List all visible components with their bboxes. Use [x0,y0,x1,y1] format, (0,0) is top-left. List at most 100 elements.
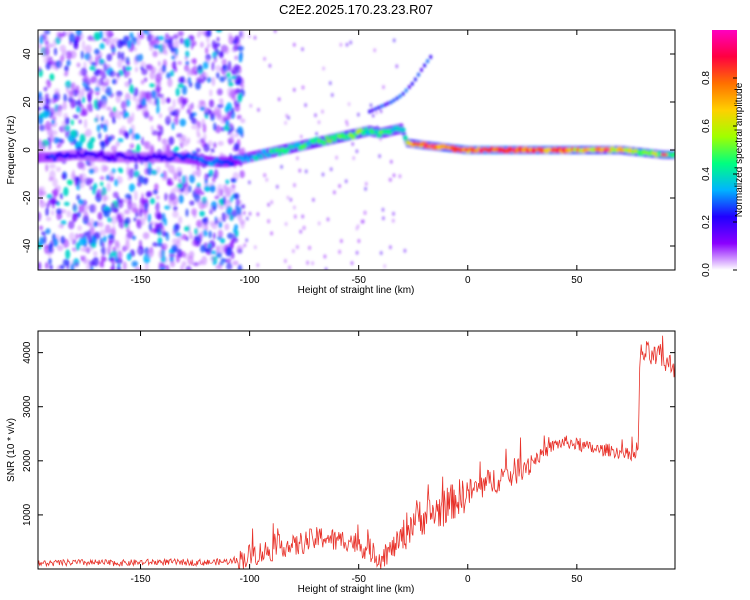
ridge-hotspot [560,148,566,152]
noise-blob [46,78,52,89]
noise-blob [268,63,272,68]
noise-blob [225,187,231,197]
noise-blob [106,53,113,62]
noise-blob [124,217,131,225]
noise-blob [99,42,105,50]
noise-blob [135,135,141,140]
noise-blob [324,267,328,270]
snr-series-line [38,335,675,569]
noise-blob [68,32,76,43]
noise-blob [340,239,343,243]
noise-blob [79,110,87,117]
noise-blob [218,221,223,229]
noise-blob [191,124,198,130]
noise-blob [209,220,215,227]
noise-blob [172,99,176,109]
noise-blob [68,91,74,99]
noise-blob [243,243,247,248]
ridge-blob [75,150,81,155]
noise-blob [44,93,50,102]
noise-blob [371,113,375,118]
noise-blob [157,132,161,142]
noise-blob [191,163,196,168]
colorbar-tick-label: 0.2 [701,215,712,229]
noise-blob [148,115,154,122]
noise-blob [52,130,58,136]
noise-blob [141,68,148,76]
noise-blob [140,79,145,85]
noise-blob [304,169,308,174]
noise-blob [152,189,158,195]
noise-blob [196,219,203,228]
noise-blob [236,245,242,254]
noise-blob [239,170,245,179]
figure-title: C2E2.2025.170.23.23.R07 [279,2,433,17]
noise-blob [71,169,76,178]
noise-blob [121,51,125,61]
noise-blob [286,195,290,200]
noise-blob [146,141,152,149]
noise-blob [38,140,43,149]
ridge-blob [52,157,57,162]
noise-blob [38,236,45,246]
noise-blob [181,98,187,107]
ridge-blob [373,129,380,135]
ridge-blob [261,149,267,155]
noise-blob [48,257,52,265]
noise-blob [83,247,88,253]
noise-blob [95,114,100,123]
noise-blob [67,220,75,230]
noise-blob [215,125,222,134]
noise-blob [92,256,99,267]
noise-blob [122,261,127,270]
noise-blob [288,265,291,270]
noise-blob [185,236,189,241]
noise-blob [187,76,191,84]
noise-blob [80,172,87,183]
noise-blob [178,216,183,224]
noise-blob [38,112,46,118]
noise-blob [145,94,150,103]
noise-blob [209,185,216,193]
noise-blob [136,248,141,254]
noise-blob [392,38,396,43]
noise-blob [200,230,205,239]
noise-blob [60,138,65,144]
noise-blob [230,240,235,249]
noise-blob [90,75,98,84]
noise-blob [148,161,152,169]
noise-blob [230,177,236,183]
noise-blob [218,98,223,104]
noise-blob [52,39,57,47]
noise-blob [209,99,214,108]
ridge-blob [230,161,235,167]
branch-blob [374,106,378,112]
noise-blob [202,123,207,134]
noise-blob [89,65,96,71]
noise-blob [90,61,97,66]
y-tick-label: 1000 [22,503,33,526]
noise-blob [89,88,94,95]
noise-blob [173,39,180,50]
noise-blob [117,138,124,143]
noise-blob [225,179,230,185]
noise-blob [106,106,112,111]
ridge-hotspot [453,147,458,151]
noise-blob [187,104,194,109]
noise-blob [153,44,161,49]
noise-blob [129,32,134,39]
noise-blob [215,65,222,72]
noise-blob [67,135,75,143]
noise-blob [191,208,198,216]
noise-blob [228,122,234,128]
noise-blob [159,225,165,235]
noise-blob [157,60,161,67]
ridge-blob [332,136,337,142]
noise-blob [330,93,334,97]
noise-blob [375,110,378,115]
noise-blob [94,48,100,55]
noise-blob [216,252,222,258]
noise-blob [124,209,129,215]
noise-blob [63,124,67,133]
noise-blob [188,231,193,240]
